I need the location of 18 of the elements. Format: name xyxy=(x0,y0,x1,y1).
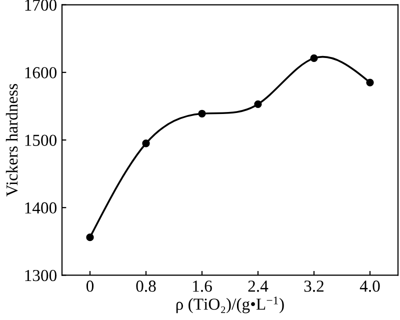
x-tick-label: 2.4 xyxy=(248,280,268,292)
point xyxy=(310,54,318,62)
y-axis-title: Vickers hardness xyxy=(6,84,18,196)
x-tick-label: 4.0 xyxy=(360,280,380,292)
point xyxy=(366,78,374,86)
x-tick-label: 3.2 xyxy=(304,280,324,292)
y-tick-label: 1500 xyxy=(25,134,57,146)
y-tick-label: 1600 xyxy=(25,67,57,78)
x-tick-label: 1.6 xyxy=(193,280,212,292)
point xyxy=(86,234,94,242)
x-tick-label: 0.8 xyxy=(136,280,156,292)
point xyxy=(198,110,206,118)
y-tick-label: 1400 xyxy=(25,202,57,214)
point xyxy=(254,100,262,108)
point xyxy=(142,140,150,148)
y-tick-label: 1300 xyxy=(25,270,57,282)
x-axis-title: ρ (TiO₂)/(g•L$^{−1}$) xyxy=(176,296,284,314)
x-tick-label: 0 xyxy=(86,280,94,292)
